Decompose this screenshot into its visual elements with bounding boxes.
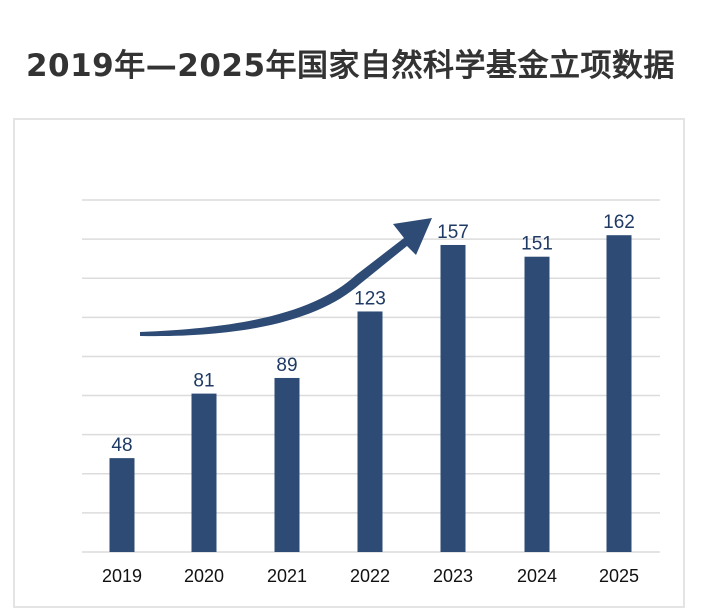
data-label-2023: 157 [437, 222, 469, 243]
bar-2019 [109, 458, 135, 552]
bars [109, 235, 632, 552]
data-label-2020: 81 [193, 371, 214, 392]
x-tick-2019: 2019 [102, 566, 142, 586]
bar-2024 [524, 256, 550, 552]
x-tick-2025: 2025 [599, 566, 639, 586]
bar-2023 [440, 244, 466, 552]
data-label-2025: 162 [603, 212, 635, 233]
x-tick-2024: 2024 [517, 566, 557, 586]
x-tick-2022: 2022 [350, 566, 390, 586]
chart-title: 2019年—2025年国家自然科学基金立项数据 [25, 48, 676, 84]
data-label-2022: 123 [354, 288, 386, 309]
trend-arrow-group [140, 218, 432, 337]
x-tick-labels: 2019 2020 2021 2022 2023 2024 2025 [102, 566, 639, 586]
bar-2022 [357, 311, 383, 552]
x-tick-2023: 2023 [433, 566, 473, 586]
bar-2021 [274, 377, 300, 552]
bar-2020 [191, 393, 217, 552]
data-label-2024: 151 [521, 234, 553, 255]
data-label-2019: 48 [111, 435, 132, 456]
bar-2025 [606, 235, 632, 552]
x-tick-2020: 2020 [184, 566, 224, 586]
data-labels: 48 81 89 123 157 151 162 [111, 212, 634, 456]
data-label-2021: 89 [276, 355, 297, 376]
x-tick-2021: 2021 [267, 566, 307, 586]
trend-arrow-icon [140, 218, 432, 337]
